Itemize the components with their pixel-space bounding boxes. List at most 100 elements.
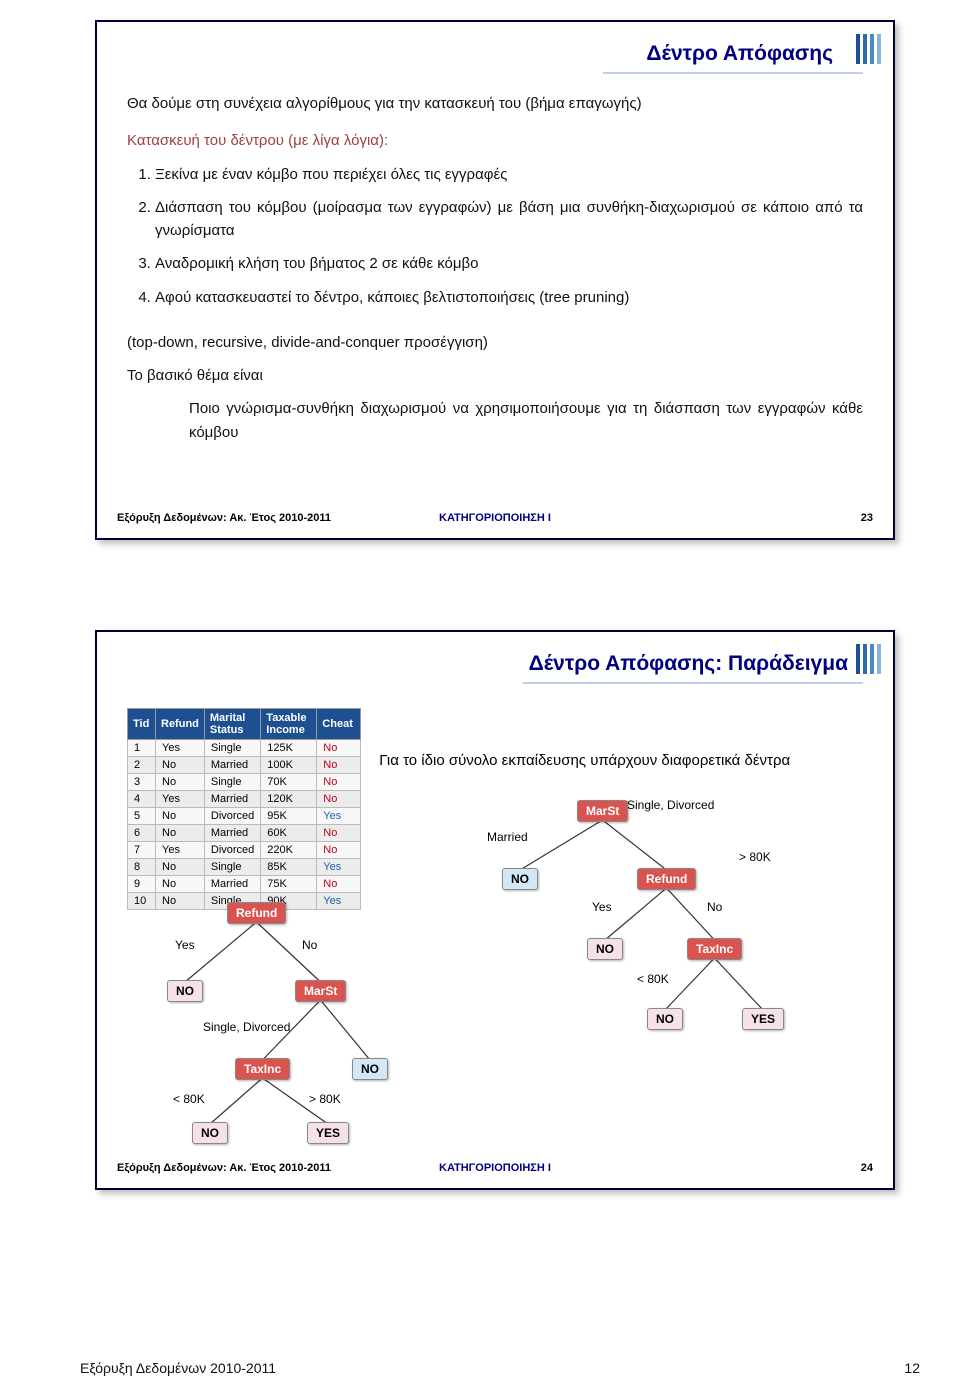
left-tree: RefundNOMarStTaxIncNONOYESYesNoSingle, D… — [117, 884, 437, 1154]
cell: 8 — [128, 859, 156, 876]
cell: 60K — [261, 825, 317, 842]
key-detail-text: Ποιο γνώρισμα-συνθήκη διαχωρισμού να χρη… — [127, 397, 863, 444]
slide1-body: Θα δούμε στη συνέχεια αλγορίθμους για τη… — [127, 92, 863, 444]
cell: 3 — [128, 774, 156, 791]
cell: Yes — [156, 740, 205, 757]
cell: Single — [204, 740, 260, 757]
cell: 7 — [128, 842, 156, 859]
cell: 85K — [261, 859, 317, 876]
table-row: 5NoDivorced95KYes — [128, 808, 361, 825]
edge-label: < 80K — [637, 972, 669, 986]
cell: 95K — [261, 808, 317, 825]
footer-mid: ΚΑΤΗΓΟΡΙΟΠΟΙΗΣΗ I — [439, 1162, 551, 1174]
cell: No — [317, 774, 361, 791]
edge-label: < 80K — [173, 1092, 205, 1106]
approach-text: (top-down, recursive, divide-and-conquer… — [127, 331, 863, 354]
cell: 1 — [128, 740, 156, 757]
tree-node-yes: YES — [742, 1008, 784, 1030]
tree-node-no1: NO — [502, 868, 538, 890]
cell: 2 — [128, 757, 156, 774]
cell: 100K — [261, 757, 317, 774]
footer-left: Εξόρυξη Δεδομένων: Ακ. Έτος 2010-2011 — [117, 512, 331, 524]
tree-node-no2: NO — [192, 1122, 228, 1144]
cell: 220K — [261, 842, 317, 859]
cell: 4 — [128, 791, 156, 808]
intro-text: Θα δούμε στη συνέχεια αλγορίθμους για τη… — [127, 92, 863, 115]
right-explain-text: Για το ίδιο σύνολο εκπαίδευσης υπάρχουν … — [379, 702, 863, 769]
slide-1: Δέντρο Απόφασης Θα δούμε στη συνέχεια αλ… — [95, 20, 895, 540]
footer-right: 24 — [861, 1162, 873, 1174]
edge-label: No — [707, 900, 722, 914]
edge-label: No — [302, 938, 317, 952]
cell: Divorced — [204, 808, 260, 825]
cell: No — [317, 842, 361, 859]
footer-right: 23 — [861, 512, 873, 524]
steps-list: Ξεκίνα με έναν κόμβο που περιέχει όλες τ… — [127, 163, 863, 309]
cell: No — [156, 825, 205, 842]
header-stripes — [856, 34, 881, 64]
table-row: 8NoSingle85KYes — [128, 859, 361, 876]
cell: No — [317, 740, 361, 757]
tree-node-marst: MarSt — [577, 800, 628, 822]
cell: 70K — [261, 774, 317, 791]
footer-mid: ΚΑΤΗΓΟΡΙΟΠΟΙΗΣΗ I — [439, 512, 551, 524]
step-1: Ξεκίνα με έναν κόμβο που περιέχει όλες τ… — [155, 163, 863, 186]
key-issue-text: Το βασικό θέμα είναι — [127, 364, 863, 387]
data-table: TidRefundMaritalStatusTaxableIncomeCheat… — [127, 708, 361, 910]
table-row: 1YesSingle125KNo — [128, 740, 361, 757]
cell: Single — [204, 774, 260, 791]
title-underline — [523, 682, 863, 684]
tree-node-taxinc: TaxInc — [235, 1058, 290, 1080]
edge-label: Single, Divorced — [203, 1020, 290, 1034]
cell: 125K — [261, 740, 317, 757]
step-2: Διάσπαση του κόμβου (μοίρασμα των εγγραφ… — [155, 196, 863, 243]
cell: Married — [204, 825, 260, 842]
tree-node-no1: NO — [167, 980, 203, 1002]
tree-label: > 80K — [739, 850, 771, 864]
table-row: 2NoMarried100KNo — [128, 757, 361, 774]
slide2-footer: Εξόρυξη Δεδομένων: Ακ. Έτος 2010-2011 ΚΑ… — [97, 1162, 893, 1174]
edge-label: Single, Divorced — [627, 798, 714, 812]
cell: Married — [204, 757, 260, 774]
tree-node-taxinc: TaxInc — [687, 938, 742, 960]
cell: No — [156, 757, 205, 774]
cell: Single — [204, 859, 260, 876]
red-intro: Κατασκευή του δέντρου (με λίγα λόγια): — [127, 129, 863, 152]
col-0: Tid — [128, 709, 156, 740]
cell: No — [156, 774, 205, 791]
table-row: 7YesDivorced220KNo — [128, 842, 361, 859]
slide1-title: Δέντρο Απόφασης — [127, 42, 833, 66]
cell: Married — [204, 791, 260, 808]
tree-node-yes: YES — [307, 1122, 349, 1144]
tree-node-no2: NO — [587, 938, 623, 960]
edge-label: Married — [487, 830, 528, 844]
page-footer-right: 12 — [904, 1360, 920, 1376]
slide2-title: Δέντρο Απόφασης: Παράδειγμα — [127, 652, 848, 676]
cell: Yes — [317, 859, 361, 876]
tree-node-no3: NO — [352, 1058, 388, 1080]
table-row: 4YesMarried120KNo — [128, 791, 361, 808]
table-row: 6NoMarried60KNo — [128, 825, 361, 842]
cell: Yes — [317, 808, 361, 825]
title-underline — [603, 72, 863, 74]
tree-node-refund: Refund — [637, 868, 696, 890]
cell: Divorced — [204, 842, 260, 859]
cell: Yes — [156, 842, 205, 859]
step-3: Αναδρομική κλήση του βήματος 2 σε κάθε κ… — [155, 252, 863, 275]
page-footer-left: Εξόρυξη Δεδομένων 2010-2011 — [80, 1360, 276, 1376]
edge-label: Yes — [592, 900, 612, 914]
tree-node-no3: NO — [647, 1008, 683, 1030]
col-4: Cheat — [317, 709, 361, 740]
slide-2: Δέντρο Απόφασης: Παράδειγμα TidRefundMar… — [95, 630, 895, 1190]
tree-node-marst: MarSt — [295, 980, 346, 1002]
table-row: 3NoSingle70KNo — [128, 774, 361, 791]
footer-left: Εξόρυξη Δεδομένων: Ακ. Έτος 2010-2011 — [117, 1162, 331, 1174]
col-2: MaritalStatus — [204, 709, 260, 740]
cell: No — [317, 825, 361, 842]
edge-label: Yes — [175, 938, 195, 952]
cell: No — [317, 757, 361, 774]
cell: No — [156, 808, 205, 825]
slide1-footer: Εξόρυξη Δεδομένων: Ακ. Έτος 2010-2011 ΚΑ… — [97, 512, 893, 524]
cell: 120K — [261, 791, 317, 808]
step-4: Αφού κατασκευαστεί το δέντρο, κάποιες βε… — [155, 286, 863, 309]
